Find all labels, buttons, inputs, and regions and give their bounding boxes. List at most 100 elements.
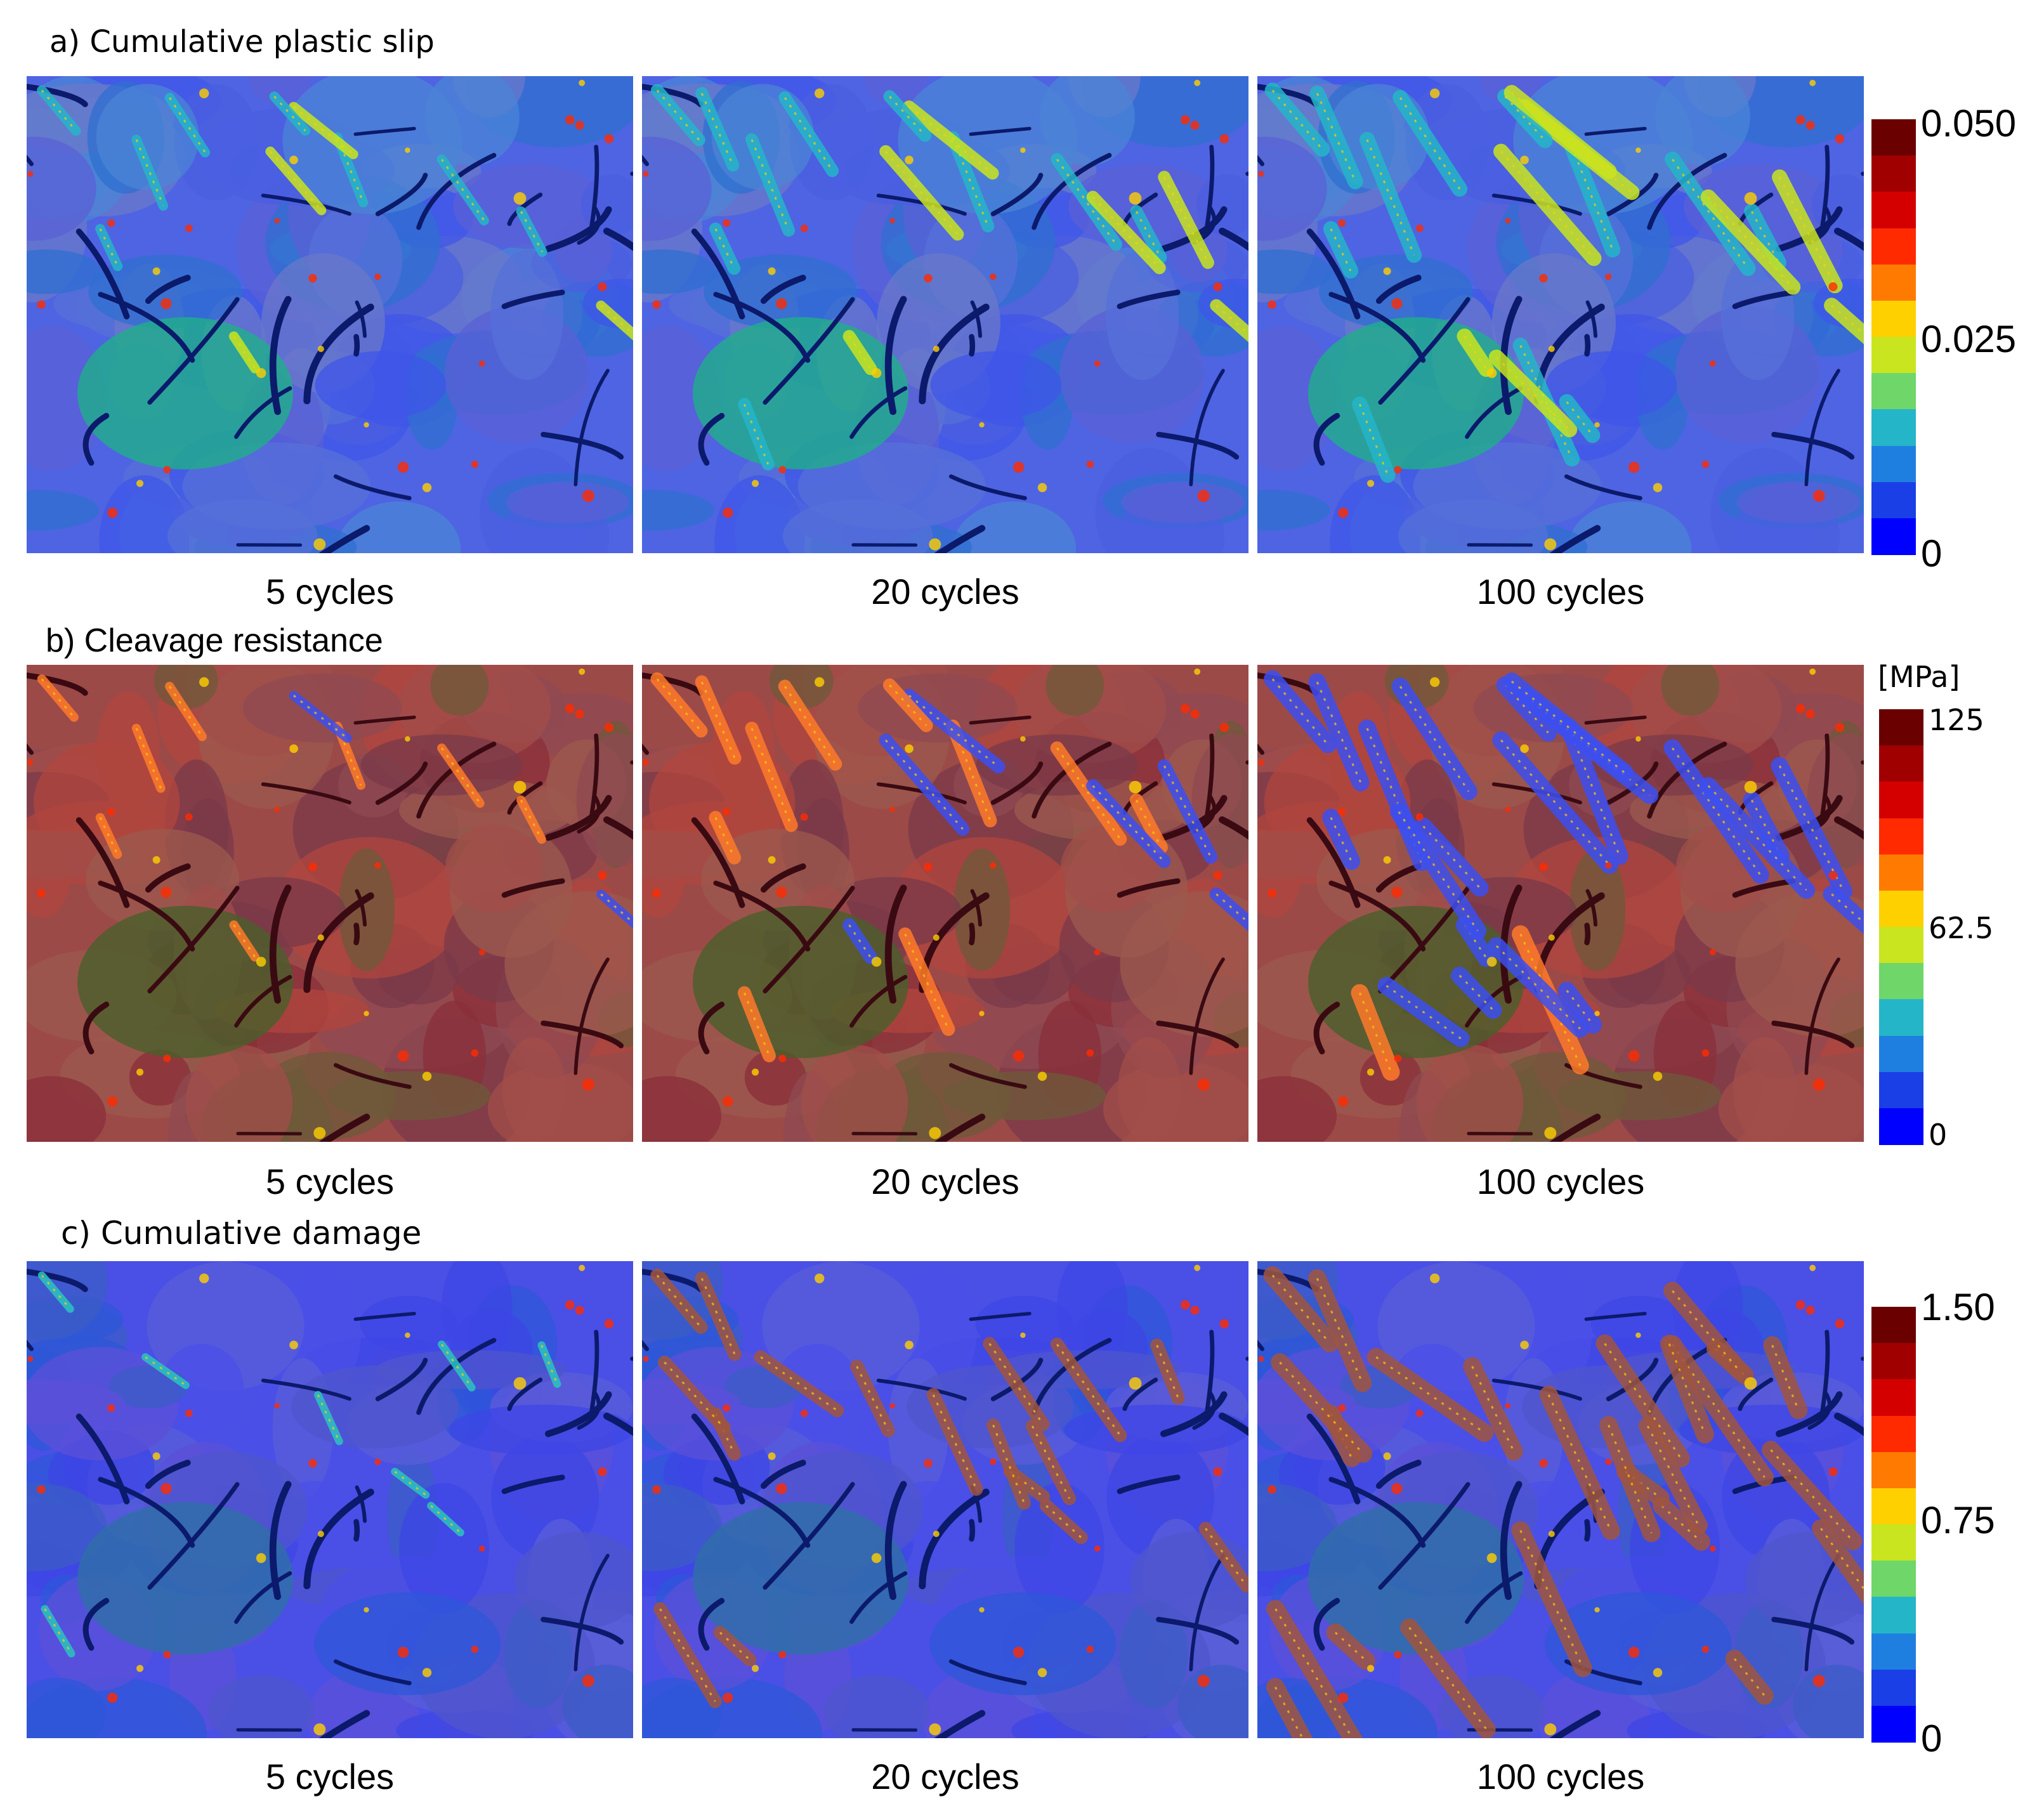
band-edge bbox=[1358, 403, 1389, 476]
crack bbox=[147, 886, 240, 993]
localization-band bbox=[516, 206, 547, 257]
hot-spot bbox=[1094, 949, 1101, 956]
band-edge bbox=[233, 924, 256, 958]
hot-spot bbox=[776, 298, 787, 310]
hot-spot bbox=[1258, 171, 1264, 177]
hot-spot bbox=[317, 346, 324, 352]
hot-spot bbox=[1194, 79, 1201, 86]
crack bbox=[1306, 228, 1361, 320]
hot-spot bbox=[1338, 507, 1349, 518]
crack bbox=[75, 817, 130, 908]
crack bbox=[145, 1460, 191, 1489]
crack bbox=[1833, 227, 1864, 251]
crack bbox=[1606, 173, 1659, 216]
hot-spot bbox=[1430, 1273, 1440, 1283]
band-edge bbox=[1831, 304, 1864, 336]
crack bbox=[501, 289, 565, 310]
localization-band bbox=[898, 927, 955, 1037]
crack bbox=[1257, 154, 1265, 166]
grain bbox=[1793, 1665, 1864, 1738]
band-edge bbox=[743, 992, 770, 1056]
band-edge bbox=[520, 799, 542, 840]
hot-spot bbox=[37, 1485, 46, 1494]
crack bbox=[713, 881, 811, 952]
band-edge bbox=[1495, 945, 1581, 1030]
hot-spot bbox=[1635, 1332, 1641, 1339]
crack bbox=[1584, 715, 1647, 725]
hot-spot bbox=[1037, 1071, 1047, 1081]
crack bbox=[1647, 153, 1727, 230]
colorbar-segment bbox=[1871, 1705, 1916, 1743]
hot-spot bbox=[1094, 1545, 1101, 1552]
band-edge bbox=[135, 728, 162, 789]
grain bbox=[801, 1044, 908, 1142]
crack bbox=[603, 1412, 633, 1436]
map-svg bbox=[27, 76, 633, 553]
grain bbox=[27, 1379, 125, 1425]
colorbar-segment bbox=[1871, 1343, 1916, 1380]
hot-spot bbox=[1086, 1646, 1094, 1653]
hot-spot bbox=[1594, 422, 1600, 428]
band-edge bbox=[168, 97, 206, 154]
band-edge bbox=[1316, 1278, 1364, 1384]
crack bbox=[145, 863, 191, 893]
hot-spot bbox=[478, 360, 485, 367]
crack bbox=[234, 386, 292, 439]
crack bbox=[849, 386, 908, 439]
crack bbox=[969, 1519, 976, 1542]
hot-spot bbox=[27, 759, 34, 766]
band-edge bbox=[1707, 785, 1807, 891]
hot-spot bbox=[308, 1458, 317, 1468]
hot-spot bbox=[1430, 88, 1440, 98]
hot-spot bbox=[1219, 723, 1229, 733]
hot-spot bbox=[598, 1467, 607, 1477]
localization-band bbox=[1488, 350, 1578, 438]
crack bbox=[589, 733, 600, 816]
band-edge bbox=[1215, 304, 1248, 336]
hot-spot bbox=[1812, 1675, 1825, 1687]
colorbar-segment bbox=[1879, 890, 1923, 927]
colorbar-max-label: 0.050 bbox=[1921, 102, 2017, 145]
hot-spot bbox=[1605, 273, 1612, 280]
hot-spot bbox=[1486, 1553, 1497, 1563]
crack bbox=[353, 1311, 416, 1321]
grain bbox=[27, 1677, 106, 1738]
localization-band bbox=[1157, 759, 1218, 864]
band-edge bbox=[441, 159, 485, 221]
hot-spot bbox=[1197, 1078, 1210, 1091]
grain bbox=[27, 136, 96, 241]
hot-spot bbox=[405, 1332, 410, 1339]
crack bbox=[333, 1063, 412, 1089]
hot-spot bbox=[397, 461, 409, 473]
hot-spot bbox=[37, 889, 46, 898]
crack bbox=[1205, 733, 1215, 816]
crack bbox=[1245, 760, 1248, 765]
hot-spot bbox=[1383, 856, 1391, 864]
band-edge bbox=[168, 686, 203, 737]
band-edge bbox=[1399, 97, 1461, 190]
crack bbox=[1032, 1338, 1112, 1415]
band-edge bbox=[1504, 95, 1546, 141]
band-edge bbox=[719, 1632, 750, 1661]
cleavage-resistance-map-5-cycles bbox=[27, 665, 633, 1142]
hot-spot bbox=[1366, 1068, 1375, 1076]
colorbar-segment bbox=[1871, 264, 1916, 301]
hot-spot bbox=[478, 949, 485, 956]
grain bbox=[99, 475, 190, 553]
band-edge bbox=[1519, 1529, 1584, 1668]
localization-band bbox=[1700, 189, 1801, 295]
map-svg bbox=[1257, 665, 1864, 1142]
hot-spot bbox=[1213, 871, 1222, 881]
hot-spot bbox=[979, 422, 985, 428]
crack bbox=[1375, 1460, 1422, 1489]
band-edge bbox=[441, 747, 481, 804]
grain bbox=[504, 891, 633, 1037]
hot-spot bbox=[1197, 490, 1210, 502]
band-edge bbox=[1646, 1425, 1700, 1526]
grain bbox=[506, 481, 629, 523]
hot-spot bbox=[1394, 1651, 1402, 1659]
band-edge bbox=[656, 1274, 702, 1328]
crack bbox=[1245, 171, 1248, 176]
map-svg bbox=[1257, 1261, 1864, 1738]
crack bbox=[375, 173, 428, 216]
